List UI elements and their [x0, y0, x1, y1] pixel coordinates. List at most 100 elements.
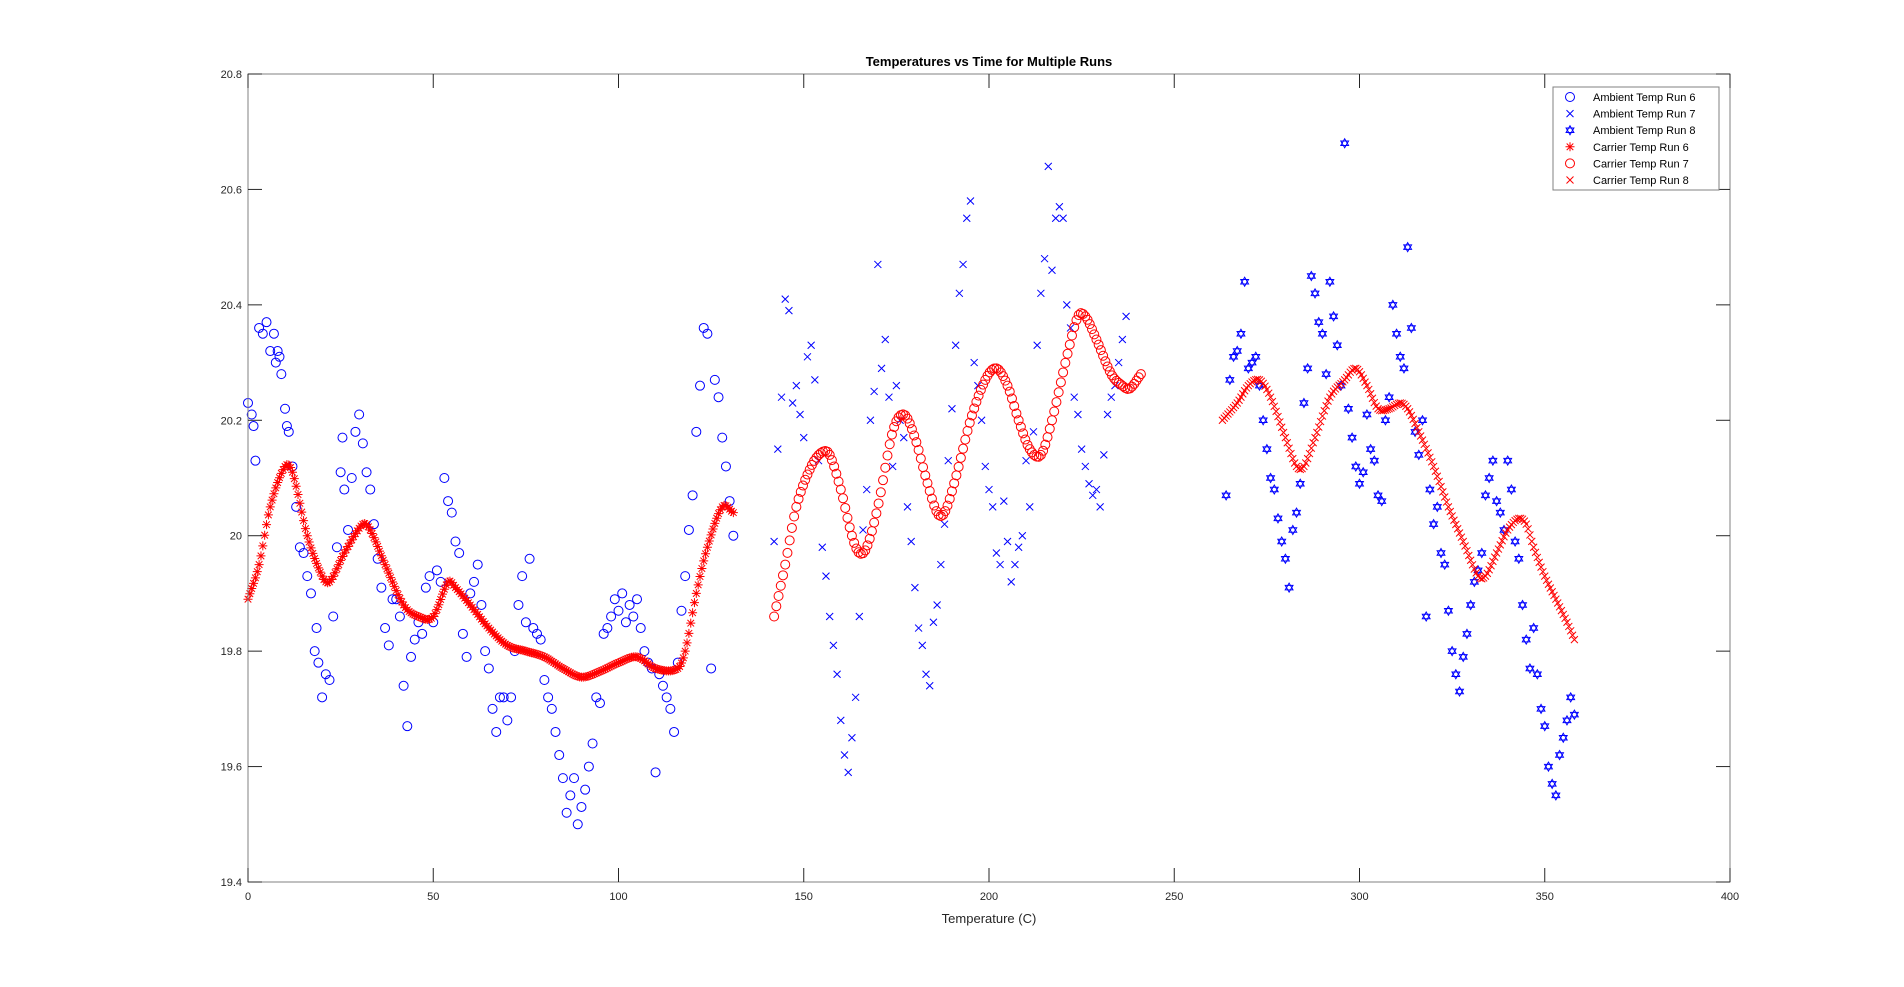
data-point — [1313, 428, 1321, 437]
data-point — [378, 555, 388, 565]
y-tick-label: 19.6 — [221, 762, 242, 774]
data-point — [286, 463, 296, 473]
data-point — [975, 384, 986, 395]
data-point — [712, 513, 722, 523]
data-point — [625, 653, 635, 663]
data-point — [538, 651, 548, 661]
data-point — [454, 548, 465, 559]
data-point — [311, 623, 322, 634]
legend-marker-icon — [1566, 109, 1574, 118]
data-point — [706, 530, 716, 540]
data-point — [1002, 380, 1013, 391]
data-point — [521, 646, 531, 656]
data-point — [855, 612, 864, 621]
legend-item: Carrier Temp Run 8 — [1566, 175, 1689, 187]
data-point — [602, 663, 612, 673]
data-point — [773, 445, 782, 453]
y-tick-label: 19.4 — [221, 877, 242, 889]
data-point — [1500, 532, 1508, 541]
data-point — [842, 512, 853, 523]
data-point — [709, 374, 720, 385]
data-point — [871, 508, 882, 519]
data-point — [387, 577, 397, 587]
data-point — [557, 773, 568, 784]
x-tick-label: 250 — [1165, 891, 1183, 903]
data-point — [1332, 339, 1343, 351]
data-point — [1287, 449, 1295, 458]
data-point — [1418, 436, 1427, 444]
data-point — [920, 470, 931, 481]
data-point — [1464, 551, 1473, 560]
data-point — [610, 659, 620, 669]
data-point — [569, 773, 580, 784]
data-point — [639, 646, 650, 657]
data-point — [777, 393, 786, 402]
y-tick-label: 20.2 — [221, 415, 242, 427]
data-point — [977, 416, 986, 425]
data-point — [829, 461, 840, 472]
data-point — [1060, 357, 1071, 368]
data-point — [523, 647, 533, 657]
data-point — [256, 551, 266, 561]
data-point — [844, 768, 853, 777]
data-point — [962, 214, 971, 223]
data-point — [283, 426, 294, 437]
data-point — [1444, 503, 1453, 511]
data-point — [1420, 440, 1429, 449]
data-point — [946, 486, 957, 497]
data-point — [315, 567, 325, 577]
data-point — [300, 524, 310, 534]
data-point — [436, 594, 446, 604]
data-point — [431, 565, 442, 576]
data-point — [1058, 367, 1069, 378]
data-point — [1310, 287, 1320, 299]
data-point — [1296, 465, 1305, 474]
data-point — [382, 564, 392, 574]
data-point — [291, 481, 301, 491]
data-point — [246, 409, 257, 420]
data-point — [1514, 553, 1524, 565]
data-point — [1051, 397, 1062, 408]
data-point — [899, 433, 908, 442]
data-point — [840, 502, 851, 513]
data-point — [1025, 503, 1034, 511]
data-point — [494, 692, 505, 703]
data-point — [859, 526, 867, 534]
data-point — [936, 560, 945, 569]
axes: 0 50 100 150 200 250 300 350 400 19.4 19.6 19.8 20 20… — [221, 69, 1740, 903]
data-point — [1247, 357, 1257, 369]
data-point — [1048, 266, 1056, 275]
data-point — [265, 346, 276, 357]
data-point — [773, 591, 784, 602]
data-point — [541, 653, 551, 663]
data-point — [281, 421, 292, 432]
data-point — [597, 666, 607, 676]
data-point — [1266, 393, 1275, 402]
data-point — [563, 667, 573, 677]
data-point — [1086, 324, 1097, 335]
data-point — [911, 437, 922, 448]
data-point — [877, 364, 886, 373]
data-point — [1066, 330, 1077, 341]
data-point — [1366, 389, 1375, 398]
data-point — [343, 541, 353, 551]
data-point — [959, 260, 967, 269]
data-point — [838, 493, 849, 504]
data-point — [784, 535, 795, 546]
data-point — [682, 638, 692, 648]
data-point — [1014, 543, 1023, 552]
data-point — [373, 541, 383, 551]
data-point — [265, 502, 275, 512]
data-point — [1570, 635, 1579, 644]
data-point — [706, 663, 717, 674]
data-point — [1314, 423, 1323, 431]
data-point — [249, 578, 259, 588]
data-point — [802, 469, 813, 480]
data-point — [1433, 472, 1442, 481]
data-point — [1118, 335, 1127, 344]
data-point — [304, 537, 314, 547]
data-point — [343, 524, 354, 535]
data-point — [958, 443, 969, 454]
data-point — [1299, 397, 1309, 409]
